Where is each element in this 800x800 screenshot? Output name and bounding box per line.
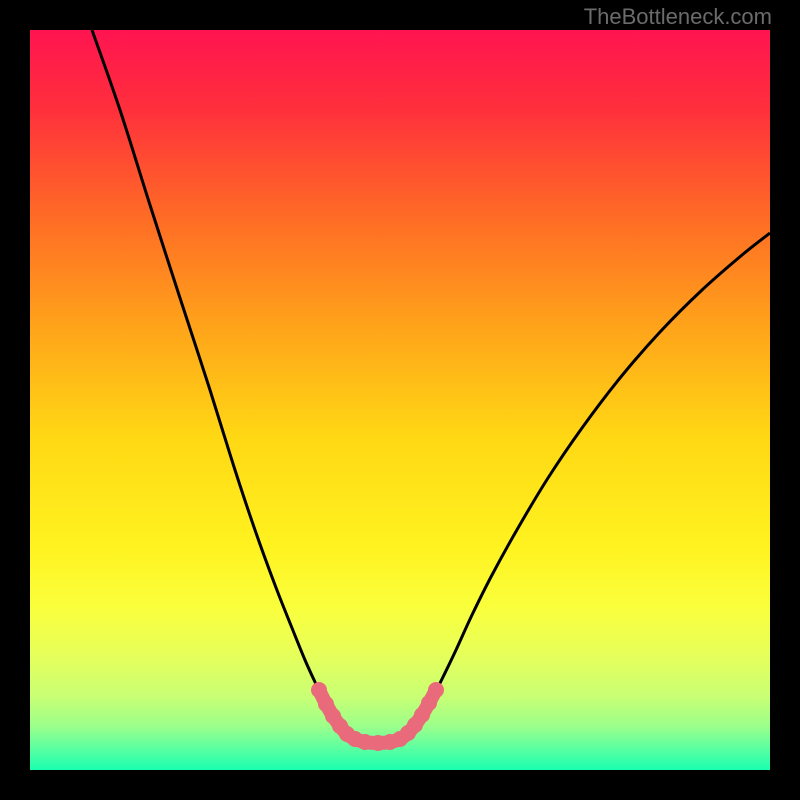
main_black_curve xyxy=(92,30,770,744)
plot-area xyxy=(30,30,770,770)
watermark-text: TheBottleneck.com xyxy=(584,4,772,30)
bottom_highlight xyxy=(311,682,444,751)
curve-layer xyxy=(30,30,770,770)
